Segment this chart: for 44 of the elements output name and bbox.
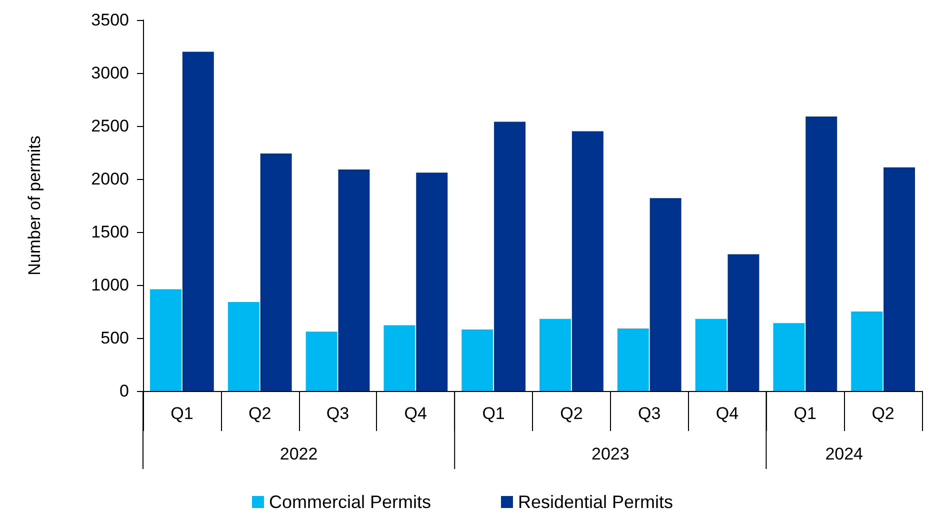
- bar: [384, 325, 416, 391]
- y-tick-label: 1000: [91, 276, 129, 294]
- x-tick-label: Q3: [326, 404, 350, 423]
- y-tick-label: 2000: [91, 170, 129, 188]
- legend-label: Commercial Permits: [268, 492, 431, 512]
- bar: [695, 318, 727, 391]
- y-tick-label: 3500: [91, 10, 129, 30]
- x-tick-label: Q4: [404, 404, 427, 423]
- x-tick-label: Q2: [872, 404, 894, 423]
- bar: [228, 302, 260, 391]
- bar: [462, 330, 494, 391]
- bar: [851, 312, 883, 391]
- y-tick-label: 2500: [91, 116, 129, 136]
- x-tick-label: Q1: [170, 404, 194, 423]
- y-axis-title: Number of permits: [25, 136, 44, 276]
- bar: [416, 172, 448, 391]
- y-tick-label: 3000: [91, 64, 129, 82]
- bar: [650, 198, 682, 391]
- x-tick-label: Q3: [638, 404, 661, 423]
- x-tick-label: Q4: [716, 404, 739, 423]
- bar: [338, 169, 370, 391]
- bar: [884, 167, 915, 391]
- x-tick-label: Q1: [482, 404, 505, 423]
- bar: [494, 122, 526, 391]
- bar: [617, 328, 649, 391]
- y-tick-label: 0: [120, 382, 129, 400]
- bar: [150, 289, 182, 391]
- bar: [306, 332, 338, 391]
- y-tick-label: 1500: [91, 222, 129, 242]
- bar: [728, 254, 760, 391]
- x-tick-label: Q1: [794, 404, 816, 423]
- text: 2022: [280, 444, 318, 464]
- x-tick-label: Q2: [560, 404, 583, 423]
- bar: [572, 131, 604, 391]
- text: 2024: [825, 444, 864, 464]
- bar: [540, 318, 571, 391]
- bar: [773, 323, 805, 391]
- bar: [182, 52, 214, 391]
- bar: [260, 154, 292, 391]
- bar: [806, 116, 838, 391]
- x-tick-label: Q2: [248, 404, 272, 423]
- y-tick-label: 500: [100, 328, 129, 348]
- legend-label: Residential Permits: [518, 492, 674, 512]
- text: 2023: [591, 444, 630, 464]
